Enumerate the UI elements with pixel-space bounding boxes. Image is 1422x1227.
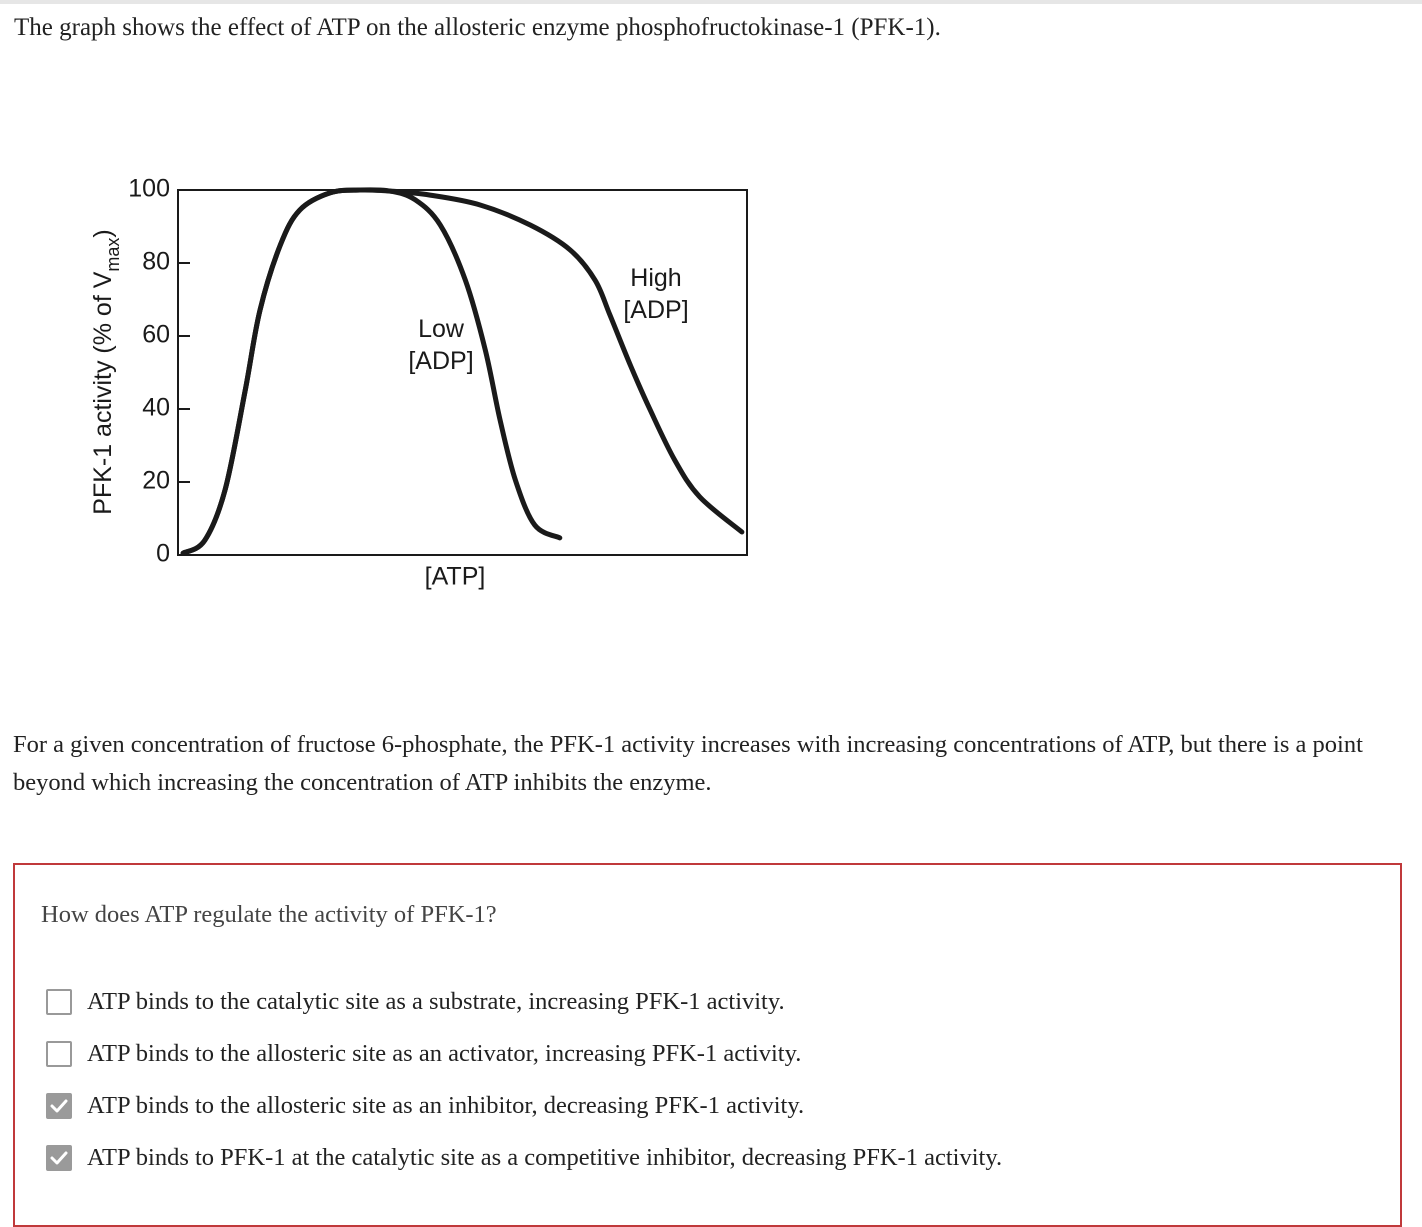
checkbox[interactable]: [46, 989, 72, 1015]
y-axis-label: PFK-1 activity (% of Vmax): [89, 229, 123, 514]
curve-label: High [ADP]: [623, 264, 688, 324]
question-box: How does ATP regulate the activity of PF…: [13, 863, 1402, 1227]
option[interactable]: ATP binds to the allosteric site as an i…: [46, 1091, 804, 1121]
option[interactable]: ATP binds to the catalytic site as a sub…: [46, 987, 785, 1017]
option[interactable]: ATP binds to the allosteric site as an a…: [46, 1039, 801, 1069]
checkbox[interactable]: [46, 1093, 72, 1119]
y-label-sub: max: [103, 238, 123, 272]
check-mark: [50, 1151, 68, 1165]
y-label-end: ): [89, 229, 117, 237]
x-axis-label: [ATP]: [425, 563, 486, 591]
curve-label-line: [ADP]: [408, 347, 473, 375]
curve-label-line: Low: [418, 315, 465, 343]
chart: PFK-1 activity (% of Vmax) [ATP] 0 20 40 60…: [89, 175, 748, 591]
y-label-main: PFK-1 activity (% of V: [89, 271, 117, 514]
curve-label-line: [ADP]: [623, 296, 688, 324]
option[interactable]: ATP binds to PFK-1 at the catalytic site…: [46, 1143, 1002, 1173]
curve: [180, 187, 745, 556]
curve: [180, 187, 563, 556]
option-text: ATP binds to PFK-1 at the catalytic site…: [87, 1144, 1003, 1171]
curve-label: Low [ADP]: [408, 315, 473, 375]
top-bar: [0, 0, 1422, 4]
y-tick-label: 100: [128, 175, 170, 203]
y-tick-label: 0: [156, 540, 170, 568]
curve-label-line: High: [630, 264, 681, 292]
plot-frame: [177, 189, 748, 556]
y-tick-label: 80: [142, 248, 170, 276]
checkbox[interactable]: [46, 1041, 72, 1067]
y-tick-label: 60: [142, 321, 170, 349]
prompt: The graph shows the effect of ATP on the…: [14, 14, 941, 41]
question-text: How does ATP regulate the activity of PF…: [41, 901, 497, 928]
option-text: ATP binds to the catalytic site as a sub…: [87, 988, 785, 1015]
checkbox[interactable]: [46, 1145, 72, 1171]
option-text: ATP binds to the allosteric site as an a…: [87, 1040, 802, 1067]
option-text: ATP binds to the allosteric site as an i…: [87, 1092, 805, 1119]
y-tick-label: 20: [142, 467, 170, 495]
y-tick-label: 40: [142, 394, 170, 422]
paragraph: For a given concentration of fructose 6-…: [13, 731, 1363, 796]
check-mark: [50, 1099, 68, 1113]
